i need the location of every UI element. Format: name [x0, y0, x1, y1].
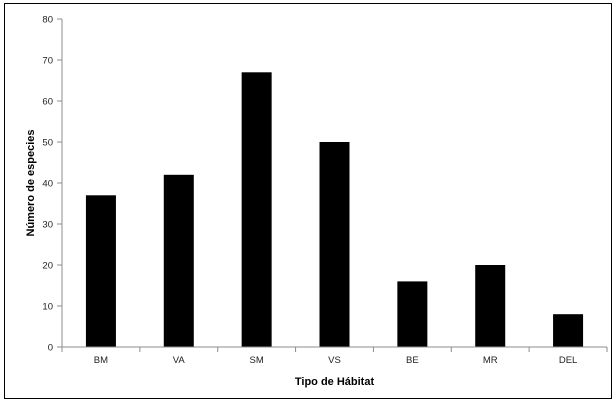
x-tick-label: MR — [483, 355, 498, 366]
x-axis-ticks: BM VA SM VS BE MR DEL — [61, 347, 608, 366]
y-tick-label: 20 — [42, 261, 53, 272]
y-tick-label: 80 — [42, 15, 53, 26]
y-tick-label: 60 — [42, 97, 53, 108]
x-tick-label: VS — [328, 355, 341, 366]
y-tick-label: 10 — [42, 302, 53, 313]
y-tick-label: 0 — [48, 343, 53, 354]
bar-vs — [319, 142, 350, 347]
bar-del — [553, 314, 584, 347]
x-tick-label: VA — [173, 355, 186, 366]
y-tick-label: 30 — [42, 220, 53, 231]
bar-bm — [85, 195, 116, 347]
x-tick-label: BM — [94, 355, 108, 366]
bar-be — [397, 281, 428, 347]
y-axis-ticks: 0 10 20 30 40 50 60 70 80 — [42, 15, 62, 354]
x-tick-label: BE — [406, 355, 419, 366]
y-tick-label: 50 — [42, 138, 53, 149]
bar-va — [163, 174, 194, 347]
x-tick-label: DEL — [559, 355, 577, 366]
x-axis-title: Tipo de Hábitat — [295, 376, 375, 388]
y-tick-label: 70 — [42, 56, 53, 67]
bars — [85, 72, 584, 348]
y-tick-label: 40 — [42, 179, 53, 190]
bar-mr — [475, 265, 506, 347]
x-tick-label: SM — [250, 355, 264, 366]
bar-sm — [241, 72, 272, 348]
y-axis-title: Número de especies — [25, 130, 37, 237]
